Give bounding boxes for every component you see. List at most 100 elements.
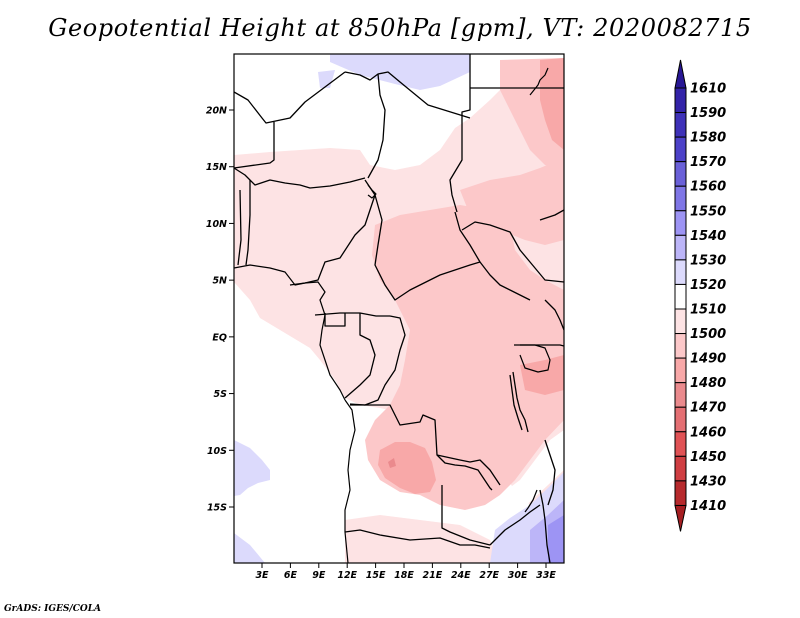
colorbar-label: 1520 bbox=[690, 278, 726, 293]
colorbar-label: 1590 bbox=[690, 106, 726, 121]
colorbar-box bbox=[674, 87, 687, 114]
x-tick-label: 9E bbox=[312, 570, 326, 581]
border-ghana bbox=[237, 189, 242, 266]
colorbar-label: 1450 bbox=[690, 450, 726, 465]
border-eq-guinea bbox=[324, 313, 346, 327]
border-congo bbox=[344, 313, 376, 399]
border-mali-niger bbox=[234, 122, 275, 169]
region-darker-angola bbox=[388, 458, 396, 468]
colorbar-box bbox=[674, 283, 687, 310]
border-mozambique bbox=[539, 489, 551, 563]
border-sudan-south bbox=[461, 221, 564, 283]
coast-red-sea bbox=[529, 67, 549, 96]
border-nigeria-cameroon bbox=[289, 179, 376, 286]
region-pink-central bbox=[365, 205, 564, 510]
colorbar-box bbox=[674, 161, 687, 187]
colorbar: 1610 1590 1580 1570 1560 1550 1540 1530 1520 1510… bbox=[674, 59, 726, 532]
border-algeria-niger bbox=[234, 71, 346, 124]
x-axis: 3E 6E 9E 12E 15E 18E 21E 24E 27E 30E 33E bbox=[255, 563, 556, 581]
colorbar-label: 1490 bbox=[690, 352, 726, 367]
lake-chad bbox=[367, 184, 377, 199]
colorbar-label: 1610 bbox=[690, 82, 726, 97]
x-tick-label: 18E bbox=[394, 570, 414, 581]
colorbar-label: 1410 bbox=[690, 499, 726, 514]
region-white-se bbox=[500, 430, 564, 520]
colorbar-box bbox=[674, 333, 687, 359]
region-lavender-north bbox=[330, 54, 470, 90]
colorbar-box bbox=[674, 480, 687, 506]
border-angola-zambia bbox=[441, 485, 491, 546]
border-ethiopia bbox=[539, 209, 564, 221]
coast-gulf-guinea bbox=[234, 264, 326, 316]
coast-gabon-congo bbox=[319, 314, 346, 401]
x-tick-label: 30E bbox=[508, 570, 528, 581]
colorbar-box bbox=[674, 185, 687, 212]
y-tick-label: EQ bbox=[212, 332, 227, 343]
border-malawi bbox=[544, 439, 556, 506]
region-salmon-ne bbox=[540, 58, 564, 150]
border-drc-angola bbox=[350, 404, 501, 486]
colorbar-bottom-arrow bbox=[674, 504, 687, 532]
colorbar-label: 1510 bbox=[690, 303, 726, 318]
country-borders bbox=[234, 54, 564, 563]
colorbar-box bbox=[674, 406, 687, 433]
x-tick-label: 6E bbox=[284, 570, 298, 581]
shaded-field bbox=[234, 54, 564, 563]
x-tick-label: 12E bbox=[337, 570, 357, 581]
region-violet-se bbox=[548, 515, 564, 563]
colorbar-box bbox=[674, 431, 687, 457]
y-tick-label: 10S bbox=[207, 446, 227, 457]
x-tick-label: 3E bbox=[255, 570, 269, 581]
y-tick-label: 10N bbox=[206, 219, 227, 230]
y-tick-label: 5S bbox=[214, 389, 228, 400]
border-congo-drc bbox=[349, 315, 406, 406]
border-benin-togo bbox=[245, 180, 251, 266]
coast-angola bbox=[344, 399, 356, 563]
map-frame bbox=[233, 53, 565, 564]
border-lake-tanganyika bbox=[512, 371, 529, 433]
colorbar-label: 1530 bbox=[690, 253, 726, 268]
y-axis: 20N 15N 10N 5N EQ 5S 10S 15S bbox=[206, 106, 234, 514]
colorbar-box bbox=[674, 455, 687, 482]
border-zambia-zimbabwe bbox=[489, 504, 541, 546]
x-tick-label: 21E bbox=[423, 570, 443, 581]
colorbar-label: 1550 bbox=[690, 204, 726, 219]
colorbar-label: 1460 bbox=[690, 425, 726, 440]
x-tick-label: 15E bbox=[366, 570, 386, 581]
colorbar-box bbox=[674, 210, 687, 236]
border-drc-zambia bbox=[436, 454, 493, 491]
border-chad-car bbox=[374, 194, 481, 301]
colorbar-box bbox=[674, 357, 687, 384]
colorbar-label: 1580 bbox=[690, 131, 726, 146]
border-libya-chad bbox=[367, 73, 386, 179]
border-libya-sudan bbox=[449, 54, 471, 213]
colorbar-label: 1560 bbox=[690, 180, 726, 195]
chart-title: Geopotential Height at 850hPa [gpm], VT:… bbox=[48, 14, 752, 42]
colorbar-label: 1430 bbox=[690, 474, 726, 489]
colorbar-box bbox=[674, 234, 687, 261]
colorbar-top-arrow bbox=[674, 59, 687, 89]
colorbar-box bbox=[674, 136, 687, 163]
colorbar-box bbox=[674, 382, 687, 408]
grads-credit: GrADS: IGES/COLA bbox=[4, 604, 102, 614]
lake-malawi bbox=[524, 489, 538, 513]
colorbar-label: 1470 bbox=[690, 401, 726, 416]
y-tick-label: 15S bbox=[207, 503, 227, 514]
region-pink-sudan bbox=[460, 158, 564, 245]
region-salmon-east bbox=[520, 355, 564, 395]
colorbar-box bbox=[674, 112, 687, 138]
border-car-sudan bbox=[454, 211, 531, 301]
region-lavender-sw bbox=[234, 440, 270, 496]
y-tick-label: 5N bbox=[212, 276, 227, 287]
border-angola-namibia bbox=[344, 529, 491, 549]
colorbar-box bbox=[674, 259, 687, 285]
x-tick-label: 24E bbox=[451, 570, 471, 581]
colorbar-label: 1540 bbox=[690, 229, 726, 244]
region-salmon-angola bbox=[378, 442, 436, 494]
x-tick-label: 27E bbox=[479, 570, 499, 581]
colorbar-label: 1500 bbox=[690, 327, 726, 342]
colorbar-box bbox=[674, 308, 687, 335]
lake-victoria bbox=[519, 344, 551, 373]
x-tick-label: 33E bbox=[536, 570, 556, 581]
